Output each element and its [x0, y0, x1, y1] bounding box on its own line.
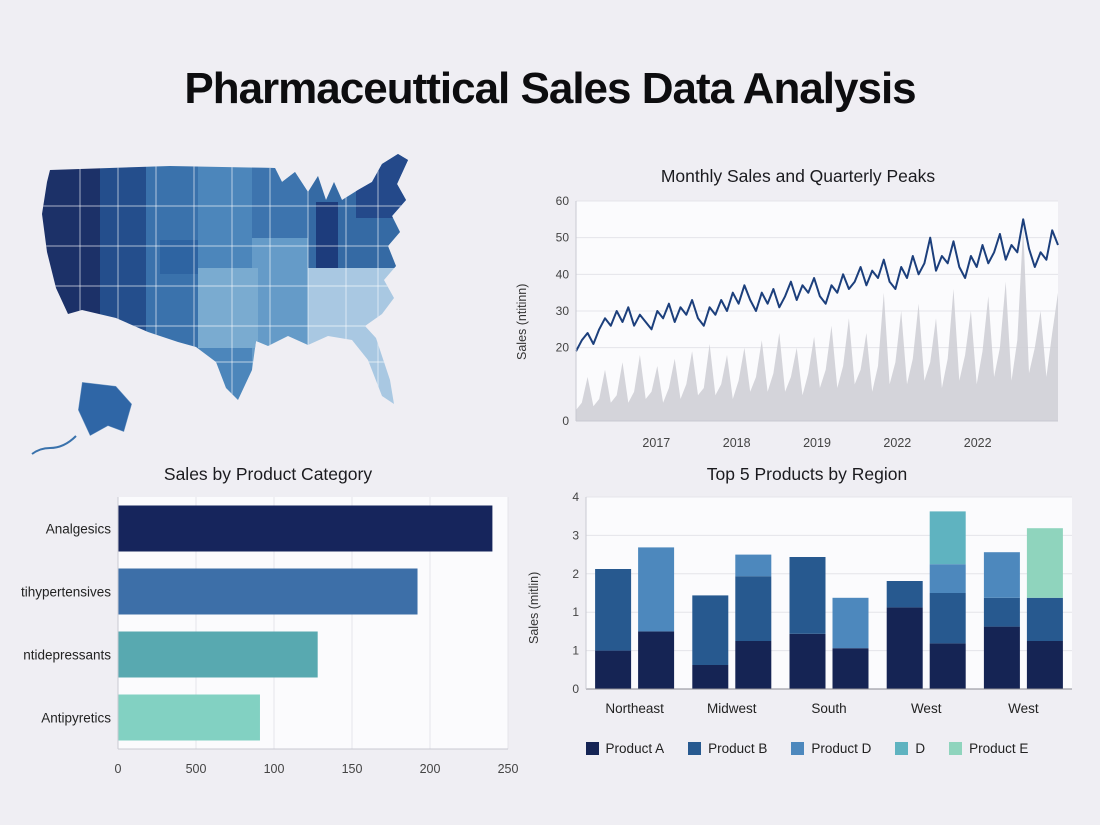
svg-text:100: 100 — [264, 762, 285, 776]
svg-text:2017: 2017 — [642, 436, 670, 450]
region-stacked-chart: Top 5 Products by Region Sales (mitlin) … — [524, 464, 1090, 756]
category-bar — [118, 568, 418, 615]
svg-text:Midwest: Midwest — [707, 701, 757, 716]
stacked-bar-segment — [595, 650, 632, 689]
legend-item: Product D — [791, 741, 871, 756]
monthly-line-svg: 0 20 30 40 50 60 2017 2018 2019 2022 2022 — [556, 194, 1059, 450]
category-bar-svg: 0 500 100 150 200 250 Analgesics tihypertensive… — [21, 497, 519, 776]
svg-text:0: 0 — [572, 682, 579, 696]
legend-swatch — [895, 742, 909, 755]
stacked-bar-segment — [735, 576, 772, 641]
stacked-bar-segment — [929, 564, 966, 593]
stacked-bar-segment — [832, 597, 869, 649]
svg-text:30: 30 — [556, 304, 570, 318]
stacked-bar-segment — [638, 631, 675, 689]
legend-item: Product B — [688, 741, 767, 756]
legend-item: D — [895, 741, 925, 756]
stacked-bar-segment — [735, 554, 772, 577]
legend-swatch — [688, 742, 702, 755]
legend-label: Product A — [605, 741, 665, 756]
svg-text:2022: 2022 — [964, 436, 992, 450]
page-title: Pharmaceuttical Sales Data Analysis — [184, 64, 916, 113]
monthly-line-chart: Monthly Sales and Quarterly Peaks Sales … — [512, 166, 1084, 453]
region-stacked-svg: 0 1 1 2 3 4 Northeast Midwest South West West — [572, 490, 1072, 716]
svg-text:4: 4 — [572, 490, 579, 504]
svg-text:250: 250 — [498, 762, 519, 776]
legend-swatch — [585, 742, 599, 755]
legend-label: Product D — [811, 741, 872, 756]
legend-item: Product E — [949, 741, 1028, 756]
category-bar-chart: Sales by Product Category 0 500 100 150 200 2… — [14, 464, 522, 792]
svg-text:Analgesics: Analgesics — [46, 522, 112, 537]
stacked-bar-segment — [789, 633, 826, 689]
legend-label: Product B — [708, 741, 768, 756]
stacked-bar-segment — [789, 557, 826, 634]
us-sales-map — [20, 148, 480, 463]
svg-text:1: 1 — [572, 644, 579, 658]
legend-label: D — [915, 741, 926, 756]
svg-text:500: 500 — [186, 762, 207, 776]
stacked-bar-segment — [886, 581, 923, 608]
quarterly-peaks-area — [576, 226, 1058, 421]
svg-text:1: 1 — [572, 605, 579, 619]
alaska — [77, 381, 133, 437]
stacked-bar-segment — [595, 569, 632, 651]
svg-text:Northeast: Northeast — [605, 701, 664, 716]
svg-text:50: 50 — [556, 231, 570, 245]
stacked-bar-segment — [929, 643, 966, 689]
svg-text:150: 150 — [342, 762, 363, 776]
svg-text:3: 3 — [572, 528, 579, 542]
stacked-bar-segment — [1026, 528, 1063, 598]
legend-item: Product A — [585, 741, 665, 756]
stacked-bar-segment — [692, 665, 729, 689]
svg-text:2019: 2019 — [803, 436, 831, 450]
category-bar — [118, 694, 260, 741]
stacked-bar-segment — [735, 641, 772, 689]
stacked-bar-segment — [983, 597, 1020, 627]
line-chart-ylabel: Sales (ntitinn) — [515, 283, 529, 361]
stacked-bar-segment — [1026, 597, 1063, 641]
stacked-chart-title: Top 5 Products by Region — [706, 464, 908, 484]
stacked-bar-segment — [983, 626, 1020, 689]
bar-chart-title: Sales by Product Category — [163, 464, 373, 484]
stacked-bar-segment — [638, 547, 675, 632]
svg-text:40: 40 — [556, 267, 570, 281]
svg-text:tihypertensives: tihypertensives — [21, 585, 111, 600]
stacked-bar-segment — [1026, 641, 1063, 689]
legend: Product A Product B Product D D Product E — [524, 741, 1090, 756]
line-chart-title: Monthly Sales and Quarterly Peaks — [660, 166, 936, 186]
legend-swatch — [949, 742, 963, 755]
svg-text:0: 0 — [562, 414, 569, 428]
category-bar — [118, 505, 493, 552]
svg-text:0: 0 — [115, 762, 122, 776]
stacked-bar-segment — [929, 511, 966, 565]
monthly-sales-line — [575, 218, 1059, 352]
stacked-bar-segment — [692, 595, 729, 665]
svg-text:2: 2 — [572, 567, 579, 581]
svg-text:Antipyretics: Antipyretics — [41, 711, 111, 726]
aleutian-islands — [31, 435, 77, 455]
svg-text:West: West — [911, 701, 942, 716]
stacked-bar-segment — [983, 552, 1020, 598]
svg-text:West: West — [1008, 701, 1039, 716]
svg-text:South: South — [811, 701, 846, 716]
stacked-bar-segment — [832, 648, 869, 689]
legend-label: Product E — [969, 741, 1029, 756]
us-map-svg — [31, 154, 408, 455]
category-bar — [118, 631, 318, 678]
svg-text:2018: 2018 — [723, 436, 751, 450]
svg-text:200: 200 — [420, 762, 441, 776]
stacked-chart-ylabel: Sales (mitlin) — [527, 571, 541, 645]
stacked-bar-segment — [929, 593, 966, 644]
svg-text:ntidepressants: ntidepressants — [23, 648, 111, 663]
legend-swatch — [791, 742, 805, 755]
svg-text:2022: 2022 — [883, 436, 911, 450]
stacked-bar-segment — [886, 607, 923, 689]
svg-text:20: 20 — [556, 341, 570, 355]
svg-text:60: 60 — [556, 194, 570, 208]
